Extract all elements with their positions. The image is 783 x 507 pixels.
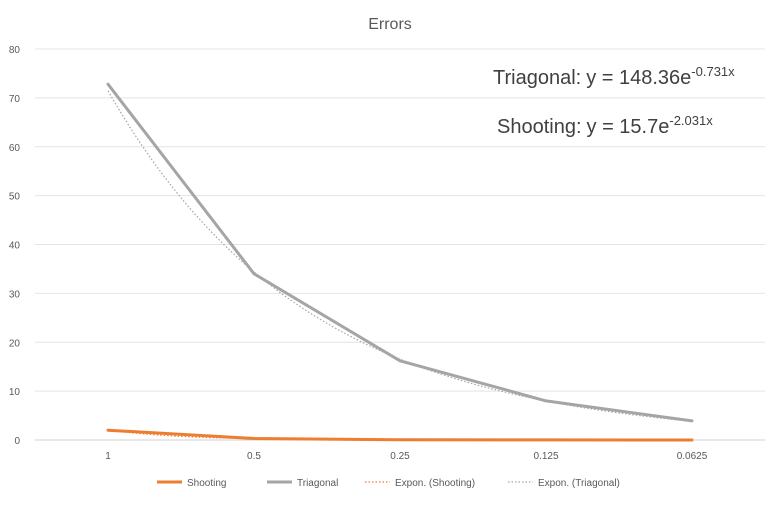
- x-tick-label: 0.125: [533, 451, 558, 462]
- gridlines: [35, 48, 765, 441]
- y-tick-label: 70: [9, 94, 21, 105]
- data-series: [106, 82, 694, 442]
- series-line-shooting: [106, 428, 694, 442]
- y-tick-label: 40: [9, 241, 21, 252]
- y-tick-label: 20: [9, 338, 21, 349]
- y-tick-label: 10: [9, 387, 21, 398]
- legend-label: Shooting: [187, 478, 226, 489]
- triagonal-equation: Triagonal: y = 148.36e-0.731x: [493, 64, 735, 89]
- x-tick-label: 0.5: [247, 451, 261, 462]
- legend-label: Triagonal: [297, 478, 338, 489]
- y-tick-label: 50: [9, 192, 21, 203]
- legend-label: Expon. (Shooting): [395, 478, 475, 489]
- legend-label: Expon. (Triagonal): [538, 478, 620, 489]
- shooting-equation: Shooting: y = 15.7e-2.031x: [497, 113, 713, 138]
- legend-item: Expon. (Triagonal): [508, 478, 620, 489]
- y-tick-label: 30: [9, 289, 21, 300]
- series-line-triagonal: [106, 82, 694, 423]
- trendline-triagonal: [107, 90, 693, 422]
- trendline-equations: Triagonal: y = 148.36e-0.731x Shooting: y …: [493, 64, 735, 138]
- trendlines: [107, 90, 693, 441]
- chart-title: Errors: [368, 16, 412, 33]
- x-tick-label: 0.25: [390, 451, 410, 462]
- x-axis-tick-labels: 1 0.5 0.25 0.125 0.0625: [105, 451, 708, 462]
- legend: Shooting Triagonal Expon. (Shooting) Expon.…: [157, 478, 620, 489]
- x-tick-label: 1: [105, 451, 111, 462]
- legend-item: Triagonal: [267, 478, 338, 489]
- y-tick-label: 60: [9, 143, 21, 154]
- x-tick-label: 0.0625: [677, 451, 708, 462]
- legend-item: Shooting: [157, 478, 226, 489]
- y-tick-label: 0: [14, 436, 20, 447]
- y-axis-tick-labels: 0 10 20 30 40 50 60 70 80: [9, 45, 21, 447]
- legend-item: Expon. (Shooting): [365, 478, 475, 489]
- y-tick-label: 80: [9, 45, 21, 56]
